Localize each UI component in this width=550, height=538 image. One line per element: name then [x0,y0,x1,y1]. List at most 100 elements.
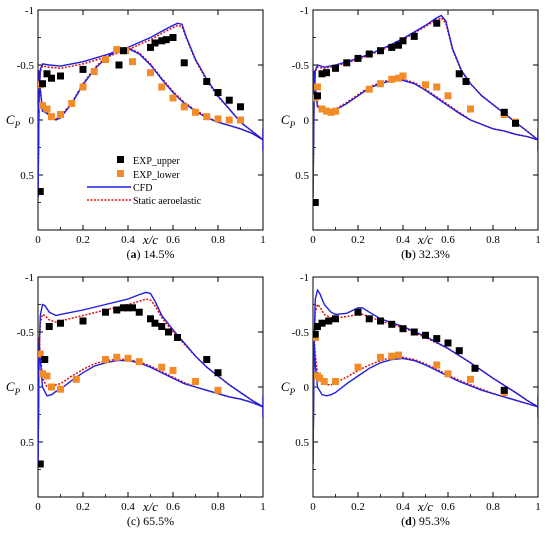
legend-label: Static aeroelastic [133,196,202,207]
x-tick-label: 0.2 [76,501,90,513]
plot-frame [37,276,264,498]
exp-upper-point [500,386,508,394]
y-axis-label-subscript: P [289,120,296,130]
exp-lower-point [57,385,64,393]
exp-upper-point [444,339,452,347]
legend-label: CFD [133,183,152,194]
exp-upper-point [410,32,418,40]
y-axis-label-subscript: P [14,387,21,397]
y-tick-label: 0.5 [20,437,34,449]
exp-lower-point [377,353,384,361]
exp-lower-point [323,107,330,115]
exp-lower-point [388,352,396,360]
exp-lower-point [158,363,166,371]
exp-lower-point [38,350,44,358]
y-tick-label: -0.5 [17,327,35,339]
x-tick-label: 0 [35,234,41,246]
x-tick-label: 0.4 [396,501,410,513]
legend: EXP_upper EXP_lower CFD Static aeroelastic [87,156,202,207]
exp-lower-point [354,363,362,371]
exp-upper-point [38,460,44,468]
exp-upper-point [314,323,321,330]
static-aeroelastic-lower-line [313,337,538,465]
x-tick-label: 0.8 [486,501,500,513]
exp-lower-point [169,367,177,374]
exp-lower-point [180,103,188,111]
y-tick-label: -1 [300,5,309,17]
exp-upper-point [377,317,384,325]
exp-upper-point [433,335,441,343]
y-tick-label: 0.5 [20,170,34,182]
exp-upper-point [38,188,44,195]
exp-lower-point [169,94,177,102]
exp-upper-point [151,319,159,327]
exp-lower-point [314,83,321,91]
exp-upper-point [102,308,109,316]
exp-upper-point [214,89,222,96]
exp-lower-point [79,83,87,91]
legend-label: EXP_lower [133,170,180,181]
x-axis-label: x/c [142,499,158,514]
exp-upper-point [512,119,519,127]
exp-upper-point [462,78,470,85]
exp-upper-point [214,369,222,377]
x-tick-label: 1 [535,501,541,513]
x-tick-label: 0.2 [351,234,365,246]
exp-lower-point [399,72,407,80]
y-axis-label: CP [281,379,296,397]
exp-upper-point [169,34,177,41]
exp-lower-point [225,116,233,124]
y-tick-label: -0.5 [17,60,35,72]
y-tick-label: 0 [29,382,35,394]
exp-upper-point [124,304,132,312]
exp-lower-point [39,102,46,110]
exp-lower-point [48,383,55,391]
exp-lower-point [113,353,121,361]
exp-lower-point [147,69,154,77]
x-tick-label: 0 [35,501,41,513]
cfd-upper-line [313,288,538,465]
exp-lower-point [422,81,429,89]
x-tick-label: 0 [310,234,316,246]
exp-upper-point [162,36,170,44]
exp-upper-point [57,72,64,80]
exp-lower-point [48,113,55,121]
y-tick-label: 0.5 [295,170,309,182]
exp-lower-point [214,386,222,394]
exp-upper-point [120,304,127,312]
exp-upper-point [323,69,330,77]
cfd-upper-line [38,22,263,198]
exp-upper-point [395,41,402,49]
exp-lower-point [433,83,441,91]
exp-upper-point [151,39,159,47]
exp-lower-point [237,116,244,124]
legend-exp-upper: EXP_upper [117,156,180,167]
chart-panel-b: 0 0.2 0.4 0.6 0.8 1 -1 -0.5 0 0.5 x/c CP (b) 32.3% [281,5,541,261]
exp-upper-point [399,325,407,333]
exp-upper-point [332,315,339,323]
x-tick-label: 0 [310,501,316,513]
y-tick-label: 0 [304,115,310,127]
exp-upper-point [158,323,166,330]
exp-upper-point [314,92,321,100]
exp-upper-point [48,74,55,82]
exp-upper-point [313,199,319,206]
exp-lower-point [102,56,109,63]
exp-upper-point [318,319,326,327]
exp-upper-point [158,37,166,45]
exp-upper-point [410,328,418,336]
exp-upper-point [354,308,362,316]
exp-lower-point [72,375,80,383]
x-tick-label: 0.8 [486,234,500,246]
panel-caption: (a) 14.5% [127,247,175,261]
exp-lower-point [203,113,211,121]
static-aeroelastic-upper-line [38,24,263,198]
y-axis-label-subscript: P [289,387,296,397]
exp-upper-point [79,65,87,73]
exp-upper-point [147,43,154,51]
x-tick-label: 1 [260,234,266,246]
exp-lower-point [39,370,46,378]
exp-upper-point [45,323,53,330]
exp-upper-point [79,317,87,325]
cfd-lower-line [38,342,263,465]
